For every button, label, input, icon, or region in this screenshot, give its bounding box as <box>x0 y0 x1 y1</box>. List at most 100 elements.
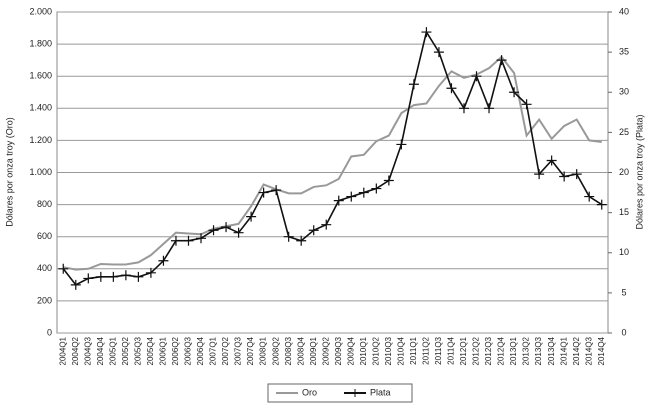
marker <box>70 279 81 290</box>
x-tick-label: 2011Q3 <box>434 336 443 364</box>
x-tick-label: 2007Q2 <box>221 336 230 365</box>
x-tick-label: 2007Q4 <box>246 336 255 365</box>
x-tick-label: 2008Q1 <box>259 336 268 365</box>
x-tick-label: 2008Q4 <box>296 336 305 365</box>
x-tick-label: 2013Q2 <box>522 336 531 365</box>
x-tick-label: 2008Q3 <box>284 336 293 365</box>
y2-tick-label: 30 <box>619 87 629 97</box>
y-tick-label: 1.200 <box>29 135 52 145</box>
x-tick-label: 2005Q1 <box>108 336 117 365</box>
x-tick-label: 2006Q3 <box>184 336 193 365</box>
x-tick-label: 2009Q1 <box>309 336 318 365</box>
marker <box>58 263 69 274</box>
x-tick-label: 2009Q4 <box>346 336 355 365</box>
y-tick-label: 600 <box>37 231 52 241</box>
x-tick-label: 2007Q1 <box>209 336 218 365</box>
marker <box>258 187 269 198</box>
marker <box>271 185 282 196</box>
legend-label: Oro <box>302 387 317 397</box>
x-tick-label: 2004Q4 <box>96 336 105 365</box>
marker <box>584 191 595 202</box>
marker <box>183 235 194 246</box>
y2-tick-label: 25 <box>619 127 629 137</box>
x-tick-label: 2007Q3 <box>234 336 243 365</box>
x-tick-label: 2014Q3 <box>584 336 593 365</box>
legend-marker <box>351 389 359 397</box>
marker <box>433 47 444 58</box>
marker <box>321 219 332 230</box>
marker <box>233 227 244 238</box>
marker <box>346 191 357 202</box>
marker <box>158 255 169 266</box>
y-tick-label: 0 <box>47 327 52 337</box>
marker <box>383 175 394 186</box>
marker <box>509 87 520 98</box>
x-tick-label: 2006Q2 <box>171 336 180 365</box>
x-tick-label: 2005Q2 <box>121 336 130 365</box>
y2-tick-label: 0 <box>621 327 626 337</box>
y2-tick-label: 10 <box>619 247 629 257</box>
x-tick-label: 2013Q1 <box>509 336 518 365</box>
marker <box>421 27 432 38</box>
x-tick-label: 2004Q3 <box>83 336 92 365</box>
x-tick-label: 2011Q2 <box>422 336 431 364</box>
marker <box>496 55 507 66</box>
marker <box>408 79 419 90</box>
y2-tick-label: 35 <box>619 47 629 57</box>
x-tick-label: 2013Q4 <box>547 336 556 365</box>
y2-tick-label: 40 <box>619 6 629 16</box>
y2-tick-label: 15 <box>619 207 629 217</box>
x-tick-label: 2009Q2 <box>321 336 330 365</box>
marker <box>308 225 319 236</box>
x-tick-label: 2005Q3 <box>134 336 143 365</box>
marker <box>371 183 382 194</box>
x-tick-label: 2012Q2 <box>472 336 481 365</box>
marker <box>246 211 257 222</box>
y-tick-label: 1.400 <box>29 103 52 113</box>
x-tick-label: 2006Q1 <box>159 336 168 365</box>
x-tick-label: 2008Q2 <box>271 336 280 365</box>
marker <box>145 267 156 278</box>
legend-label: Plata <box>370 387 391 397</box>
x-tick-label: 2012Q1 <box>459 336 468 365</box>
x-tick-label: 2014Q4 <box>597 336 606 365</box>
x-tick-label: 2010Q4 <box>396 336 405 365</box>
marker <box>471 71 482 82</box>
series-line <box>62 30 603 286</box>
y-tick-label: 1.800 <box>29 38 52 48</box>
marker <box>333 195 344 206</box>
y2-tick-label: 5 <box>621 287 626 297</box>
legend <box>267 383 413 403</box>
y-tick-label: 800 <box>37 199 52 209</box>
x-tick-label: 2012Q4 <box>497 336 506 365</box>
marker <box>596 199 607 210</box>
series-line <box>63 55 602 271</box>
x-tick-label: 2005Q4 <box>146 336 155 365</box>
marker <box>283 231 294 242</box>
y-tick-label: 1.000 <box>29 167 52 177</box>
marker <box>546 155 557 166</box>
marker <box>446 83 457 94</box>
x-tick-label: 2013Q3 <box>534 336 543 365</box>
marker <box>296 235 307 246</box>
marker <box>83 273 94 284</box>
y-tick-label: 1.600 <box>29 71 52 81</box>
x-tick-label: 2012Q3 <box>484 336 493 365</box>
x-tick-label: 2010Q1 <box>359 336 368 365</box>
x-tick-label: 2014Q1 <box>559 336 568 365</box>
y2-axis-title: Dólares por onza troy (Plata) <box>634 114 644 229</box>
marker <box>108 271 119 282</box>
x-tick-label: 2014Q2 <box>572 336 581 365</box>
marker <box>534 169 545 180</box>
marker <box>458 103 469 114</box>
x-tick-label: 2006Q4 <box>196 336 205 365</box>
y-axis-title: Dólares por onza troy (Oro) <box>4 117 14 227</box>
marker <box>396 139 407 150</box>
x-tick-label: 2010Q3 <box>384 336 393 365</box>
marker <box>120 270 131 281</box>
y-tick-label: 200 <box>37 295 52 305</box>
marker <box>95 271 106 282</box>
y-tick-label: 2.000 <box>29 6 52 16</box>
marker <box>559 171 570 182</box>
y-tick-label: 400 <box>37 263 52 273</box>
